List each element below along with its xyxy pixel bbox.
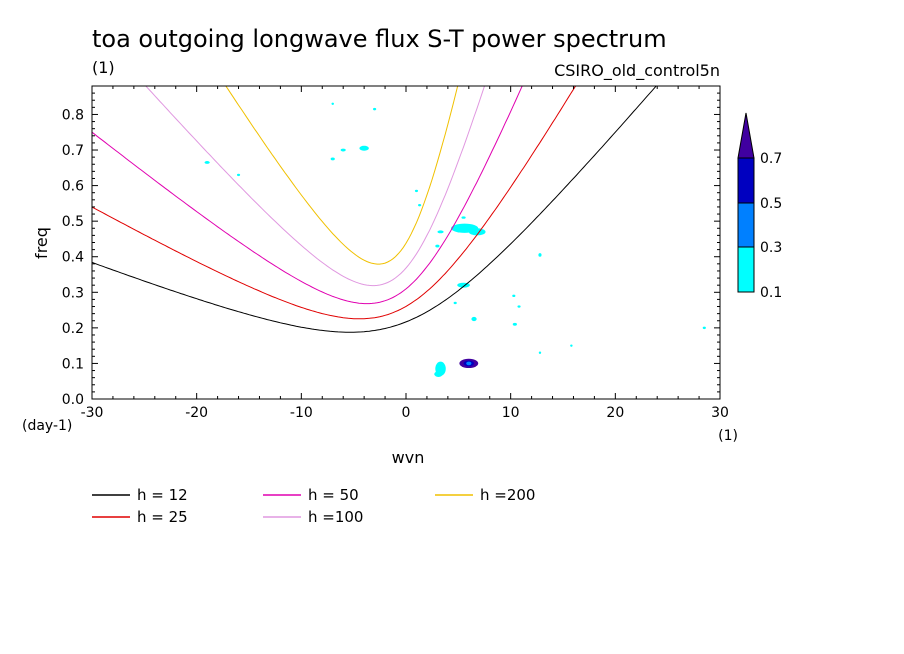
curve-200 <box>225 86 459 265</box>
y-tick-label: 0.1 <box>62 356 84 372</box>
contour-patch-14 <box>435 244 440 248</box>
contour-patch-8 <box>359 145 369 151</box>
colorbar-level: 0.5 <box>760 196 782 212</box>
contour-patch-16 <box>414 189 419 193</box>
chart-subtitle-left: (1) <box>92 58 115 77</box>
chart-title: toa outgoing longwave flux S-T power spe… <box>92 25 667 53</box>
colorbar-box-2 <box>737 157 755 204</box>
x-axis: -30 -20 -10 0 10 20 30 <box>81 86 729 421</box>
contour-patch-24 <box>331 102 334 105</box>
contour-patch-20 <box>512 294 516 298</box>
contour-patch-27 <box>538 351 542 354</box>
contour-patch-17 <box>418 203 422 207</box>
x-tick-label: 20 <box>606 405 624 421</box>
legend-label-12: h = 12 <box>137 486 188 504</box>
colorbar-level: 0.1 <box>760 285 782 301</box>
colorbar-box-0 <box>737 246 755 293</box>
y-tick-label: 0.0 <box>62 392 84 408</box>
x-tick-label: 30 <box>711 405 729 421</box>
curve-50 <box>92 86 523 305</box>
contour-patch-25 <box>373 107 377 111</box>
contour-patch-23 <box>453 301 457 305</box>
contour-patch-9 <box>340 148 346 152</box>
x-axis-label: wvn <box>392 448 425 467</box>
y-tick-label: 0.4 <box>62 250 84 266</box>
y-tick-label: 0.8 <box>62 107 84 123</box>
x-tick-label: -20 <box>185 405 208 421</box>
y-tick-label: 0.5 <box>62 214 84 230</box>
colorbar-arrow <box>737 112 755 159</box>
legend: h = 12 h = 25 h = 50 h =100 h =200 <box>92 486 535 526</box>
y-tick-label: 0.2 <box>62 321 84 337</box>
contour-patch-15 <box>461 216 466 219</box>
contour-patch-26 <box>702 326 706 330</box>
contour-patch-19 <box>517 305 521 308</box>
colorbar-box-1 <box>737 202 755 248</box>
contour-patch-28 <box>570 344 573 347</box>
colorbar-level: 0.7 <box>760 151 782 167</box>
contour-patch-13 <box>437 230 444 234</box>
contour-patch-11 <box>204 161 210 164</box>
y-axis-label: freq <box>32 227 51 259</box>
dispersion-curves <box>92 86 657 333</box>
contour-patch-12 <box>236 173 241 177</box>
contour-patch-2 <box>466 361 472 366</box>
contour-patch-6 <box>434 371 443 377</box>
x-tick-label: 10 <box>502 405 520 421</box>
y-tick-label: 0.7 <box>62 143 84 159</box>
y-unit-label: (day-1) <box>22 418 72 434</box>
legend-label-50: h = 50 <box>308 486 359 504</box>
x-tick-label: -10 <box>290 405 313 421</box>
colorbar-level: 0.3 <box>760 240 782 256</box>
legend-label-100: h =100 <box>308 508 363 526</box>
curve-25 <box>92 86 577 320</box>
colorbar: 0.1 0.3 0.5 0.7 <box>737 112 782 301</box>
curve-100 <box>145 86 486 287</box>
y-axis: 0.0 0.1 0.2 0.3 0.4 0.5 0.6 0.7 0.8 <box>62 85 720 408</box>
curve-12 <box>92 86 657 333</box>
x-unit-label: (1) <box>718 428 738 444</box>
contour-patches <box>204 102 706 377</box>
contour-patch-22 <box>538 253 542 257</box>
legend-label-200: h =200 <box>480 486 535 504</box>
legend-label-25: h = 25 <box>137 508 188 526</box>
contour-patch-10 <box>330 157 335 161</box>
y-tick-label: 0.6 <box>62 179 84 195</box>
chart-subtitle-right: CSIRO_old_control5n <box>554 61 720 81</box>
x-tick-label: 0 <box>402 405 411 421</box>
y-tick-label: 0.3 <box>62 285 84 301</box>
contour-patch-21 <box>512 322 517 326</box>
contour-patch-18 <box>471 316 477 322</box>
x-tick-label: -30 <box>81 405 104 421</box>
contour-patch-4 <box>468 228 486 236</box>
